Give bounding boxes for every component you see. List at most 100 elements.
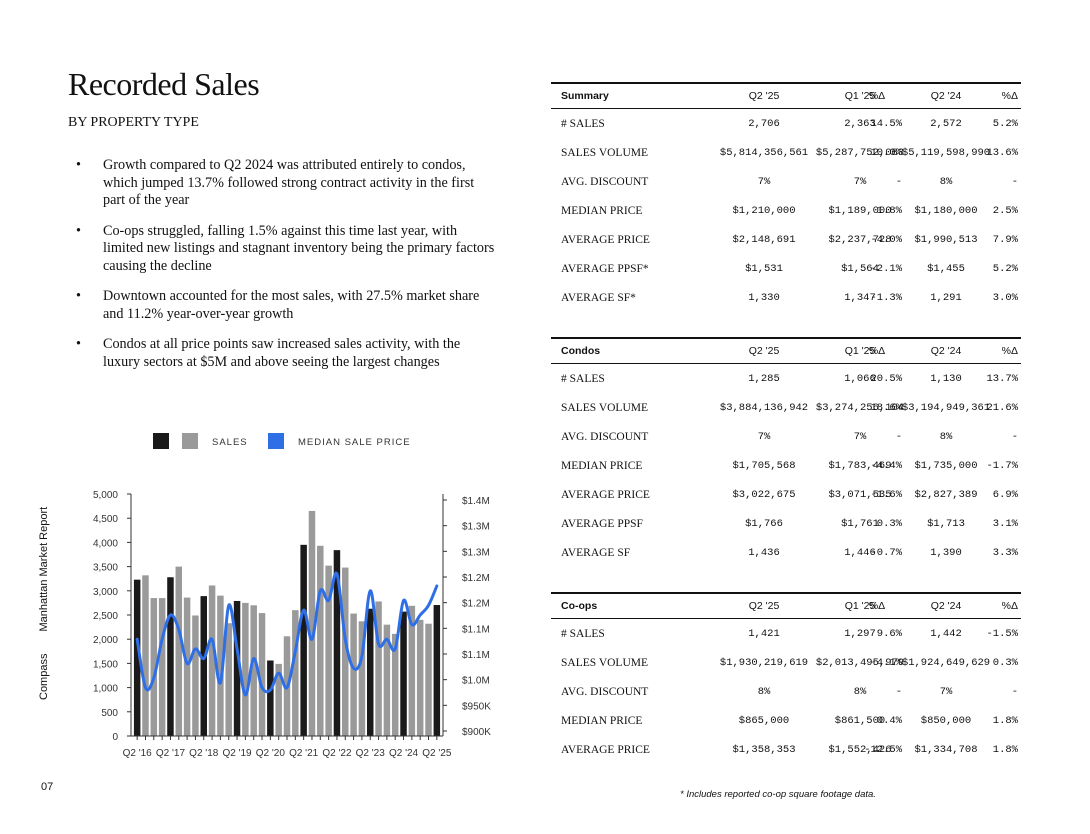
bullet-dot-icon: • xyxy=(76,157,81,173)
x-tick-label: Q2 '16 xyxy=(123,748,153,759)
bullet-text: Growth compared to Q2 2024 was attribute… xyxy=(103,157,475,208)
table-header: Co-ops Q2 '25 Q1 '25 %Δ Q2 '24 %Δ xyxy=(551,592,1021,619)
left-tick-label: 2,500 xyxy=(93,611,118,622)
left-tick-label: 2,000 xyxy=(93,635,118,646)
table-cell: $1,180,000 xyxy=(914,204,978,217)
table-cell: $2,148,691 xyxy=(732,233,796,246)
right-tick-label: $1.0M xyxy=(462,676,490,687)
chart-bar xyxy=(408,605,416,736)
table-cell: 7% xyxy=(757,430,771,443)
chart-bar xyxy=(383,624,391,736)
chart-bar xyxy=(342,567,349,736)
chart-bar xyxy=(425,623,432,736)
chart-bar xyxy=(208,585,216,736)
table-row: AVG. DISCOUNT 7% 7% - 8% - xyxy=(551,167,1021,196)
table-cell: 7.9% xyxy=(992,233,1018,246)
table-cell: $1,189,000 xyxy=(828,204,892,217)
table-row: AVG. DISCOUNT 8% 8% - 7% - xyxy=(551,677,1021,706)
table-cell: 14.5% xyxy=(870,117,902,130)
table-cell: 13.7% xyxy=(986,372,1018,385)
table-row: AVERAGE PPSF $1,766 $1,761 0.3% $1,713 3.1% xyxy=(551,509,1021,538)
table-header: Condos Q2 '25 Q1 '25 %Δ Q2 '24 %Δ xyxy=(551,337,1021,364)
table-cell: $1,783,469 xyxy=(828,459,892,472)
column-header: Q2 '25 xyxy=(748,345,780,357)
x-tick-label: Q2 '24 xyxy=(389,748,419,759)
table-row: SALES VOLUME $1,930,219,619 $2,013,495,979… xyxy=(551,648,1021,677)
table-cell: 8% xyxy=(853,685,867,698)
table-cell: 0.4% xyxy=(876,714,902,727)
table-cell: $1,761 xyxy=(841,517,879,530)
chart-bar xyxy=(133,579,141,736)
row-label: SALES VOLUME xyxy=(561,401,649,414)
chart-bar xyxy=(292,610,299,736)
page-title: Recorded Sales xyxy=(68,66,260,102)
table-row: MEDIAN PRICE $865,000 $861,500 0.4% $850,000… xyxy=(551,706,1021,735)
table-cell: 1,446 xyxy=(844,546,876,559)
table-cell: 0.3% xyxy=(876,517,902,530)
table-row: MEDIAN PRICE $1,210,000 $1,189,000 1.8% $1,1… xyxy=(551,196,1021,225)
table-cell: 8% xyxy=(757,685,771,698)
table-row: AVERAGE SF* 1,330 1,347 -1.3% 1,291 3.0% xyxy=(551,283,1021,312)
table-cell: $5,287,752,083 xyxy=(815,146,905,159)
table-cell: 1,390 xyxy=(930,546,962,559)
table-cell: 7% xyxy=(939,685,953,698)
bullet-item: • Growth compared to Q2 2024 was attribut… xyxy=(68,157,498,210)
table-cell: - xyxy=(895,685,902,698)
table-row: AVERAGE PRICE $1,358,353 $1,552,426 -12.5% $… xyxy=(551,735,1021,764)
table-cell: 1,421 xyxy=(748,627,780,640)
column-header: %Δ xyxy=(1001,90,1018,102)
row-label: AVERAGE SF* xyxy=(561,291,636,304)
page-subtitle: BY PROPERTY TYPE xyxy=(68,115,199,130)
table-cell: 7% xyxy=(757,175,771,188)
row-label: SALES VOLUME xyxy=(561,146,649,159)
table-row: AVERAGE PRICE $2,148,691 $2,237,728 -4.0% $1… xyxy=(551,225,1021,254)
bullet-text: Condos at all price points saw increased… xyxy=(103,336,461,370)
table-cell: -2.1% xyxy=(870,262,902,275)
row-label: AVERAGE PPSF xyxy=(561,517,643,530)
column-header: %Δ xyxy=(1001,345,1018,357)
chart-bar xyxy=(167,577,174,736)
bullet-dot-icon: • xyxy=(76,222,81,239)
table-cell: $1,210,000 xyxy=(732,204,796,217)
column-header: Q1 '25 xyxy=(844,345,876,357)
table-cell: 1,436 xyxy=(748,546,780,559)
bullet-item: • Co-ops struggled, falling 1.5% against … xyxy=(68,223,498,276)
table-cell: $1,358,353 xyxy=(732,743,796,756)
left-tick-label: 0 xyxy=(112,732,118,743)
table-title: Summary xyxy=(561,90,609,102)
right-tick-label: $1.3M xyxy=(462,522,490,533)
bullet-dot-icon: • xyxy=(76,336,81,352)
row-label: AVG. DISCOUNT xyxy=(561,175,649,188)
right-tick-label: $900K xyxy=(462,727,491,738)
chart-bar xyxy=(225,623,232,736)
chart-bar xyxy=(217,595,224,736)
table-cell: - xyxy=(895,175,902,188)
table-row: SALES VOLUME $5,814,356,561 $5,287,752,083… xyxy=(551,138,1021,167)
chart-bar xyxy=(375,601,382,736)
table-row: SALES VOLUME $3,884,136,942 $3,274,256,104… xyxy=(551,393,1021,422)
column-header: %Δ xyxy=(868,90,886,102)
median-price-line xyxy=(135,571,439,697)
table-cell: 1,442 xyxy=(930,627,962,640)
table-cell: $5,814,356,561 xyxy=(719,146,809,159)
table-cell: 21.6% xyxy=(986,401,1018,414)
table-cell: 8% xyxy=(939,175,953,188)
x-tick-label: Q2 '23 xyxy=(356,748,386,759)
table-title: Condos xyxy=(561,345,601,357)
right-tick-label: $1.2M xyxy=(462,599,490,610)
bullet-item: • Downtown accounted for the most sales, … xyxy=(68,288,498,323)
table-cell: $1,924,649,629 xyxy=(901,656,991,669)
row-label: MEDIAN PRICE xyxy=(561,204,643,217)
table-cell: 1,347 xyxy=(844,291,876,304)
table-row: AVERAGE PRICE $3,022,675 $3,071,535 -1.6% $2… xyxy=(551,480,1021,509)
table-cell: - xyxy=(1011,685,1018,698)
table-cell: 3.0% xyxy=(992,291,1018,304)
table-cell: -1.5% xyxy=(986,627,1018,640)
table-cell: -1.6% xyxy=(870,488,902,501)
chart-bar xyxy=(183,597,191,736)
row-label: AVG. DISCOUNT xyxy=(561,430,649,443)
chart-bar xyxy=(317,545,324,736)
table-row: # SALES 1,285 1,066 20.5% 1,130 13.7% xyxy=(551,364,1021,393)
column-header: %Δ xyxy=(868,345,886,357)
table-cell: 1.8% xyxy=(992,743,1018,756)
